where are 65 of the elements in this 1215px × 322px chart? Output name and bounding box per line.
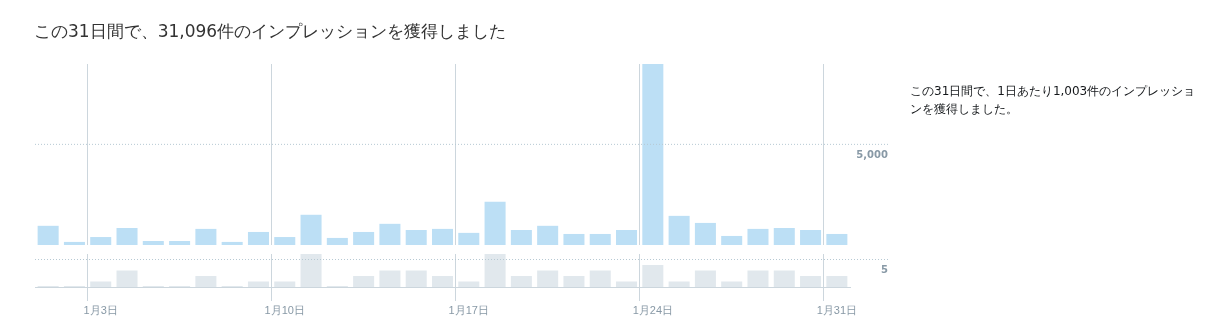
x-tick-label: 1月24日: [632, 303, 673, 316]
bar: [642, 64, 664, 245]
bar: [353, 276, 375, 287]
bar: [221, 241, 243, 245]
text: 5: [881, 264, 889, 276]
bar: [826, 276, 848, 287]
bar: [694, 270, 716, 287]
bar: [668, 281, 690, 287]
bar: [721, 235, 743, 245]
bar: [747, 270, 769, 287]
bar: [142, 241, 164, 245]
text: この31日間で、1日あたり1,003件のインプレッションを獲得しました。: [910, 83, 1197, 118]
bar: [694, 222, 716, 245]
bar: [90, 281, 112, 287]
bar: [773, 227, 795, 245]
bar: [169, 241, 191, 245]
bar: [247, 231, 269, 245]
bar: [405, 229, 427, 245]
bar: [589, 233, 611, 245]
bar: [800, 229, 822, 245]
bar: [800, 276, 822, 287]
bar: [116, 227, 138, 245]
bar: [458, 281, 480, 287]
bar: [274, 281, 296, 287]
bar: [405, 270, 427, 287]
bar: [326, 237, 348, 245]
bar: [589, 270, 611, 287]
bar: [537, 225, 559, 245]
bar: [484, 201, 506, 245]
bar: [510, 229, 532, 245]
bar: [458, 232, 480, 245]
bar: [642, 264, 664, 287]
bar: [773, 270, 795, 287]
bar: [563, 276, 585, 287]
x-tick-label: 1月31日: [816, 303, 858, 316]
bar: [116, 270, 138, 287]
bar: [247, 281, 269, 287]
text: 5,000: [856, 148, 889, 160]
bar: [537, 270, 559, 287]
bar: [616, 281, 638, 287]
bar: [563, 233, 585, 245]
bar: [353, 231, 375, 245]
bar: [379, 270, 401, 287]
bar: [274, 237, 296, 245]
bar: [431, 276, 454, 287]
bar: [431, 228, 454, 245]
bar: [90, 237, 112, 245]
bar: [379, 223, 401, 245]
bar: [484, 254, 506, 287]
bar: [195, 228, 217, 245]
bar: [721, 281, 743, 287]
bar: [300, 214, 322, 245]
bar: [300, 254, 322, 287]
bar: [37, 225, 59, 245]
bar: [63, 241, 85, 245]
x-tick-label: 1月10日: [264, 303, 305, 316]
x-tick-label: 1月17日: [448, 303, 489, 316]
bar: [826, 233, 848, 245]
bar: [747, 228, 769, 245]
x-tick-label: 1月3日: [83, 303, 118, 316]
chart-title: この31日間で、31,096件のインプレッションを獲得しました: [34, 20, 507, 43]
bar: [668, 215, 690, 245]
bar: [616, 229, 638, 245]
bar: [510, 276, 532, 287]
bar: [195, 276, 217, 287]
